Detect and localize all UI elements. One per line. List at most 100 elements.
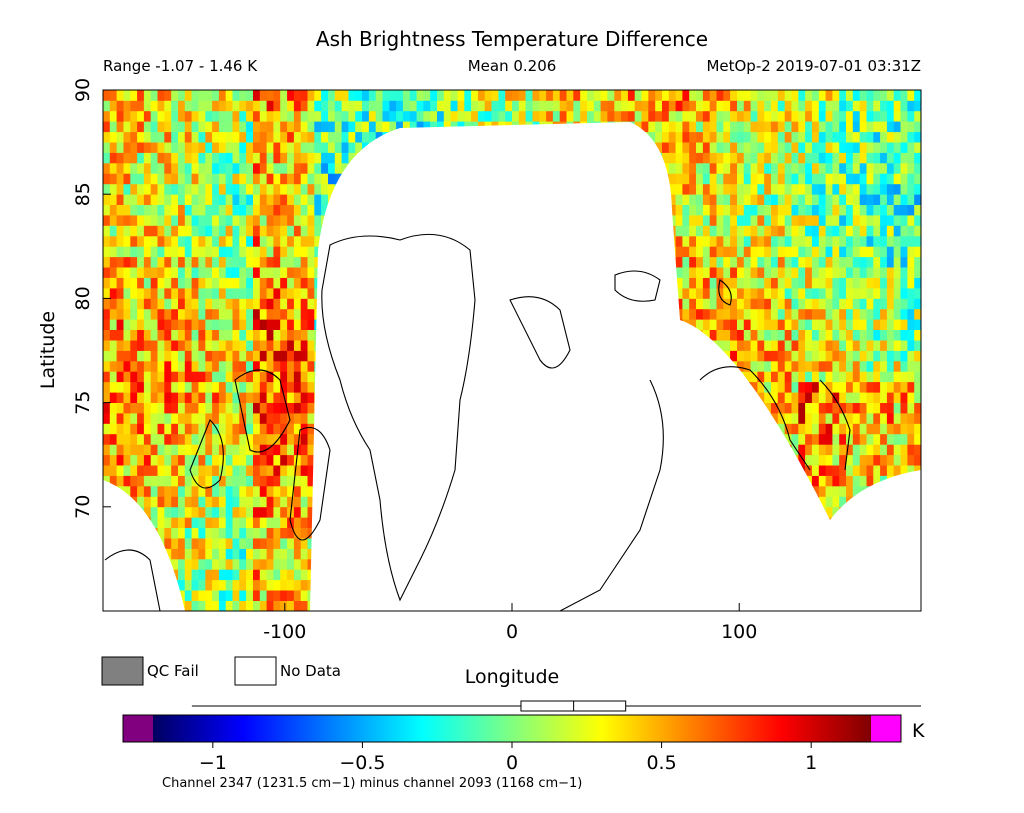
- heatmap-cell: [205, 319, 213, 330]
- heatmap-cell: [825, 506, 833, 518]
- heatmap-cell: [239, 454, 247, 466]
- heatmap-cell: [212, 486, 220, 497]
- heatmap-cell: [852, 433, 860, 445]
- heatmap-cell: [232, 475, 240, 487]
- heatmap-cell: [143, 329, 152, 341]
- heatmap-cell: [784, 215, 792, 226]
- heatmap-cell: [893, 454, 901, 466]
- heatmap-cell: [307, 204, 315, 216]
- heatmap-cell: [293, 465, 302, 476]
- heatmap-cell: [737, 277, 745, 289]
- heatmap-cell: [184, 402, 192, 414]
- heatmap-cell: [218, 183, 227, 195]
- heatmap-cell: [212, 413, 220, 424]
- heatmap-cell: [723, 235, 731, 247]
- heatmap-cell: [253, 225, 261, 237]
- heatmap-cell: [232, 340, 240, 351]
- heatmap-cell: [818, 465, 826, 476]
- heatmap-cell: [832, 298, 840, 310]
- heatmap-cell: [757, 392, 765, 403]
- heatmap-cell: [675, 246, 683, 258]
- heatmap-cell: [293, 173, 302, 185]
- heatmap-cell: [225, 590, 233, 601]
- heatmap-cell: [682, 277, 690, 289]
- heatmap-cell: [205, 558, 213, 570]
- heatmap-cell: [259, 496, 267, 508]
- heatmap-cell: [839, 350, 847, 362]
- heatmap-cell: [832, 308, 840, 320]
- heatmap-cell: [777, 381, 785, 393]
- heatmap-cell: [273, 558, 281, 570]
- heatmap-cell: [811, 204, 820, 216]
- heatmap-cell: [239, 350, 247, 362]
- heatmap-cell: [314, 194, 322, 205]
- heatmap-cell: [716, 267, 724, 278]
- heatmap-cell: [218, 235, 227, 247]
- heatmap-cell: [805, 256, 813, 268]
- heatmap-cell: [293, 183, 302, 195]
- heatmap-cell: [137, 350, 145, 362]
- heatmap-cell: [784, 319, 792, 330]
- heatmap-cell: [212, 340, 220, 351]
- heatmap-cell: [212, 402, 220, 414]
- heatmap-cell: [846, 340, 854, 351]
- heatmap-cell: [218, 319, 227, 330]
- heatmap-cell: [852, 371, 860, 383]
- heatmap-cell: [273, 444, 281, 456]
- heatmap-cell: [750, 183, 758, 195]
- heatmap-cell: [205, 360, 213, 372]
- heatmap-cell: [839, 444, 847, 456]
- heatmap-cell: [232, 600, 240, 611]
- heatmap-cell: [300, 350, 308, 362]
- heatmap-cell: [116, 413, 124, 424]
- heatmap-cell: [764, 215, 772, 226]
- heatmap-cell: [205, 444, 213, 456]
- heatmap-cell: [750, 225, 758, 237]
- heatmap-cell: [300, 548, 308, 560]
- heatmap-cell: [730, 215, 738, 226]
- heatmap-cell: [246, 392, 254, 403]
- heatmap-cell: [300, 298, 308, 310]
- heatmap-cell: [280, 600, 288, 611]
- heatmap-cell: [123, 486, 131, 497]
- heatmap-cell: [171, 194, 179, 205]
- heatmap-cell: [218, 558, 227, 570]
- heatmap-cell: [116, 173, 124, 185]
- heatmap-cell: [171, 308, 179, 320]
- heatmap-cell: [702, 235, 711, 247]
- heatmap-cell: [757, 329, 765, 341]
- heatmap-cell: [218, 194, 227, 205]
- heatmap-cell: [246, 204, 254, 216]
- heatmap-cell: [280, 558, 288, 570]
- heatmap-cell: [723, 267, 731, 278]
- heatmap-cell: [130, 204, 138, 216]
- heatmap-cell: [253, 215, 261, 226]
- heatmap-cell: [811, 225, 820, 237]
- heatmap-cell: [798, 350, 806, 362]
- heatmap-cell: [205, 308, 213, 320]
- heatmap-cell: [907, 360, 915, 372]
- heatmap-cell: [737, 246, 745, 258]
- heatmap-cell: [232, 235, 240, 247]
- heatmap-cell: [893, 225, 901, 237]
- heatmap-cell: [253, 454, 261, 466]
- heatmap-cell: [777, 308, 785, 320]
- heatmap-cell: [723, 246, 731, 258]
- heatmap-cell: [218, 298, 227, 310]
- heatmap-cell: [109, 256, 117, 268]
- heatmap-cell: [287, 360, 295, 372]
- heatmap-cell: [157, 329, 165, 341]
- heatmap-cell: [198, 527, 206, 539]
- heatmap-cell: [273, 204, 281, 216]
- heatmap-cell: [103, 173, 111, 185]
- heatmap-cell: [914, 225, 921, 237]
- heatmap-cell: [239, 590, 247, 601]
- heatmap-cell: [791, 360, 799, 372]
- heatmap-cell: [846, 360, 854, 372]
- heatmap-cell: [164, 350, 172, 362]
- heatmap-cell: [273, 392, 281, 403]
- heatmap-cell: [893, 444, 901, 456]
- heatmap-cell: [184, 277, 192, 289]
- heatmap-cell: [157, 194, 165, 205]
- heatmap-cell: [232, 538, 240, 549]
